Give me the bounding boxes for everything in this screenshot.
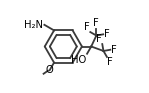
Text: O: O (46, 65, 53, 75)
Text: F: F (96, 34, 102, 44)
Text: F: F (107, 57, 113, 67)
Text: F: F (104, 29, 109, 39)
Text: F: F (111, 45, 117, 55)
Text: H₂N: H₂N (24, 20, 44, 30)
Text: F: F (84, 22, 90, 32)
Text: F: F (93, 18, 99, 28)
Text: HO: HO (71, 55, 87, 65)
